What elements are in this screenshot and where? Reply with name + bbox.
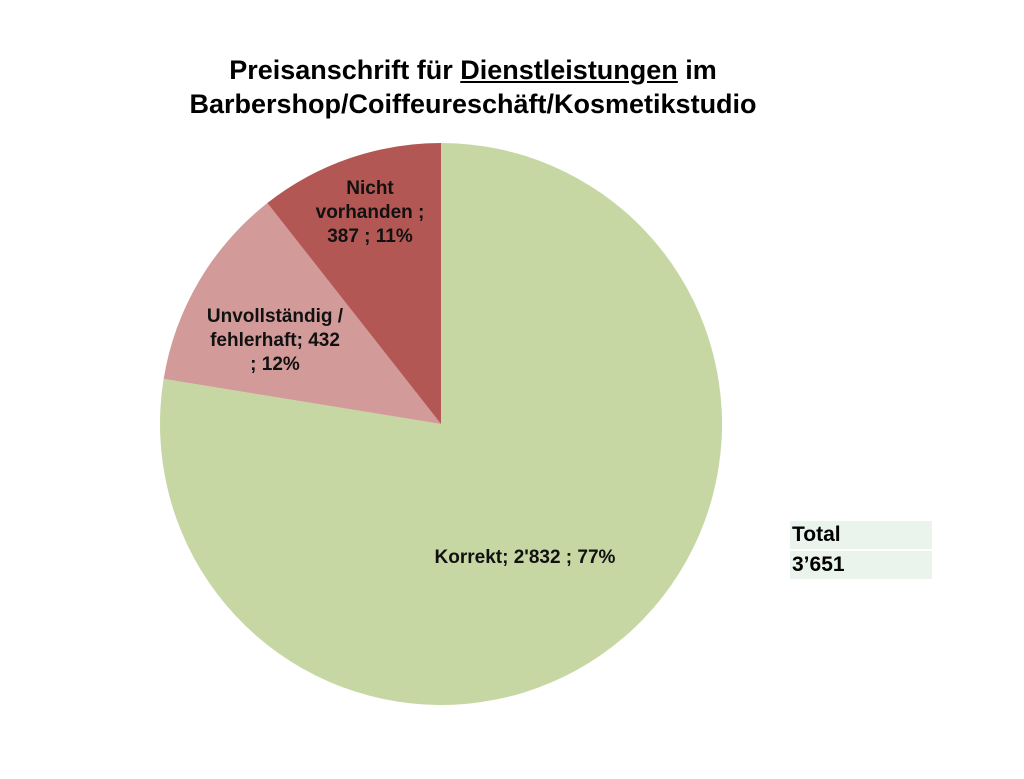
underlined-word: Dienstleistungen (460, 55, 678, 85)
slice-label-nicht-vorhanden: Nicht vorhanden ; 387 ; 11% (315, 178, 425, 247)
total-label: Total (790, 521, 932, 549)
chart-title: Preisanschrift für Dienstleistungen im B… (0, 53, 946, 121)
slice-label-unvollstaendig: Unvollständig / fehlerhaft; 432 ; 12% (206, 306, 344, 375)
pie-slice-unvollstaendig (163, 203, 441, 424)
chart-title-line2: Barbershop/Coiffeureschäft/Kosmetikstudi… (189, 89, 757, 119)
total-table: Total 3’651 (790, 521, 932, 581)
pie-slice-nicht-vorhanden (267, 143, 441, 424)
slice-label-korrekt: Korrekt; 2'832 ; 77% (434, 547, 616, 568)
total-value: 3’651 (790, 551, 932, 579)
chart-title-line1: Preisanschrift für Dienstleistungen im (229, 55, 717, 85)
